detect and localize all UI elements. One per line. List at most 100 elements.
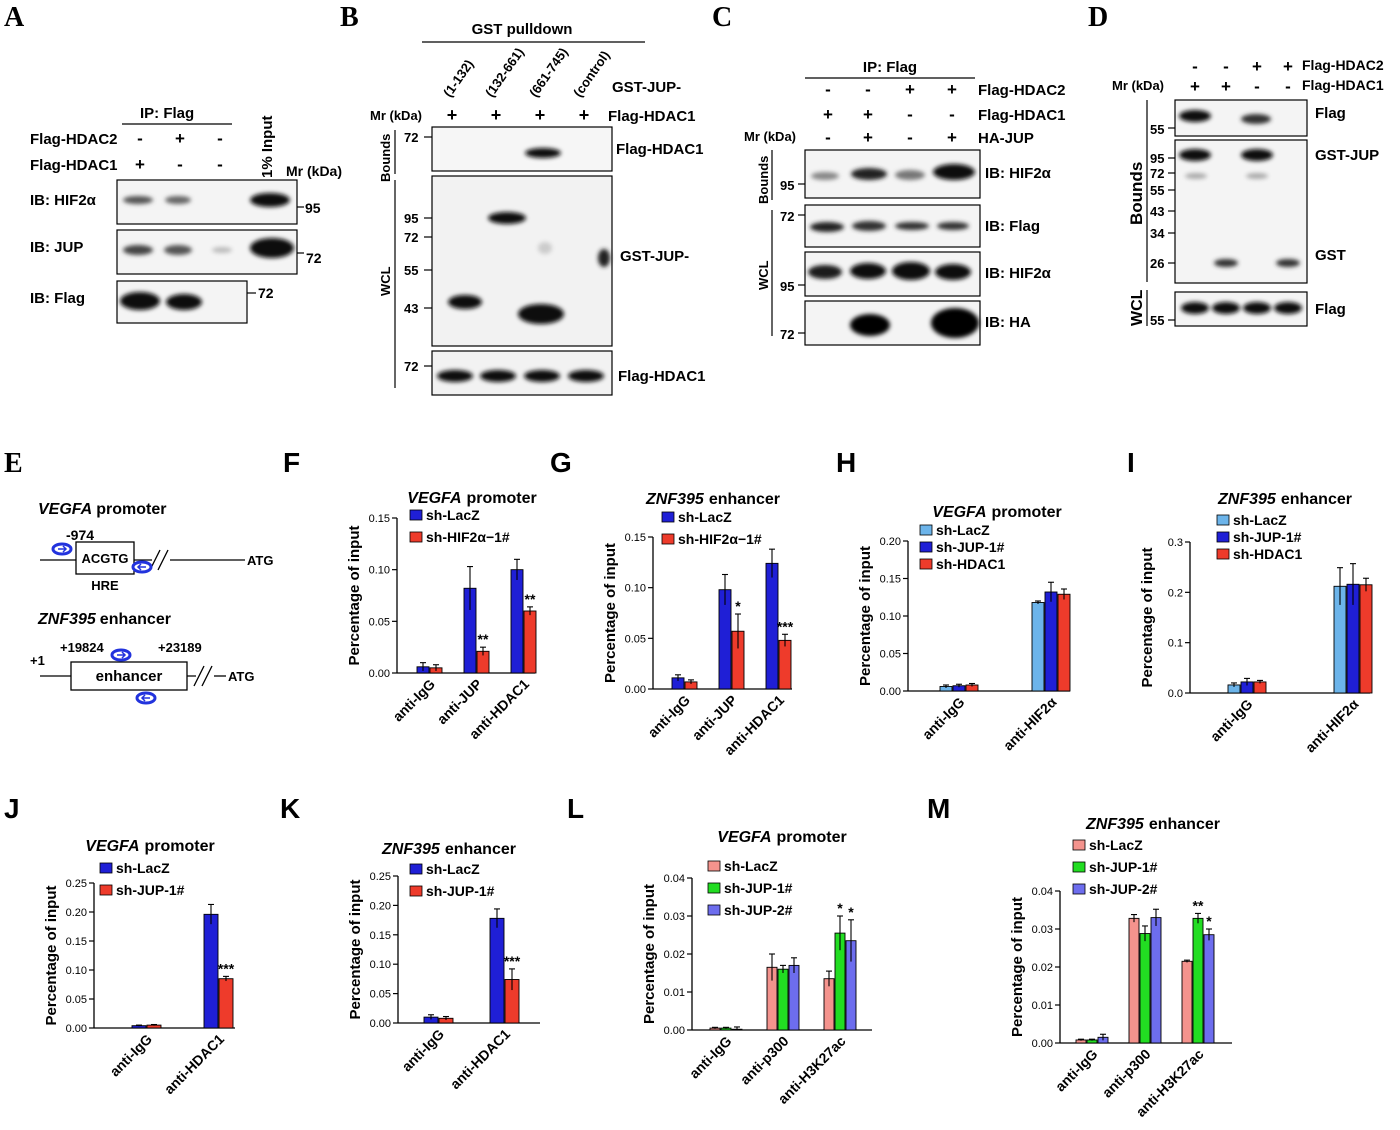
bar [203,913,219,1029]
significance-mark: *** [504,953,521,969]
bar [1203,934,1215,1044]
chart-title-gene: ZNF395 [1217,491,1277,508]
y-tick-label: 0.0 [1168,688,1183,700]
panel-letter-d: D [1088,2,1108,33]
e-pos-23189: +23189 [158,640,202,655]
x-tick-label: anti-p300 [737,1033,792,1088]
bar [1150,917,1162,1044]
y-tick-label: 0.15 [880,574,901,586]
significance-mark: ** [525,591,536,607]
band [164,245,192,255]
legend-label: sh-LacZ [116,860,170,876]
y-axis-label: Percentage of input [602,543,619,683]
legend-label: sh-LacZ [426,861,480,877]
b-blot-bounds [431,126,613,172]
legend-label: sh-HDAC1 [1233,546,1302,562]
band [120,292,160,310]
b-marker: 72 [404,230,418,245]
legend-label: sh-JUP-1# [1233,529,1302,545]
legend-swatch [409,885,423,897]
bar [1181,960,1193,1044]
y-axis-label: Percentage of input [43,885,60,1025]
y-tick-label: 0.05 [369,616,390,628]
chart-title-gene: VEGFA [717,829,771,846]
legend-swatch [919,541,933,553]
significance-mark: *** [218,960,235,976]
d-blot-label: Flag [1315,105,1346,122]
band [811,172,839,180]
y-tick-label: 0.03 [664,911,685,923]
y-tick-label: 0.10 [369,565,390,577]
c-ib-label: IB: HIF2α [985,165,1052,182]
chart-k: K ZNF395 enhancer Percentage of input 0.00 0.… [280,793,540,1092]
c-sign: - [825,80,831,99]
chart-title: VEGFA promoter [717,829,846,846]
y-tick-label: 0.10 [370,959,391,971]
legend-label: sh-LacZ [1233,512,1287,528]
d-sign: - [1192,57,1198,76]
b-sign: + [535,105,546,125]
chart-g: G ZNF395 enhancer Percentage of input 0.00 0.… [550,447,794,758]
band [598,249,610,267]
c-wcl: WCL [756,260,771,290]
band [1214,259,1238,267]
y-axis-label: Percentage of input [641,884,658,1024]
a-row-label: Flag-HDAC1 [30,157,118,174]
legend-label: sh-LacZ [936,522,990,538]
band [1212,302,1240,314]
a-sign: - [137,129,143,148]
x-tick-label: anti-IgG [919,694,968,743]
bar [1031,602,1045,692]
chart-title: ZNF395 enhancer [645,491,780,508]
chart-title-gene: ZNF395 [645,491,705,508]
significance-mark: * [1206,913,1212,929]
bar [778,639,792,690]
c-marker: 95 [780,279,794,294]
b-blot-label: GST-JUP- [620,248,689,265]
chart-title-gene: VEGFA [932,504,986,521]
d-blot-label: Flag [1315,301,1346,318]
bar [1359,584,1373,694]
y-tick-label: 0.05 [66,994,87,1006]
c-sign: - [865,80,871,99]
bar [510,569,524,674]
band [123,245,153,255]
panel-letter-a: A [4,2,25,33]
legend-label: sh-LacZ [426,507,480,523]
band [568,370,604,382]
significance-mark: ** [478,631,489,647]
d-sign: - [1285,77,1291,96]
legend-label: sh-JUP-2# [724,902,793,918]
y-tick-label: 0.01 [664,987,685,999]
y-tick-label: 0.3 [1168,537,1183,549]
band [518,304,564,324]
d-sign: + [1190,77,1200,96]
y-tick-label: 0.00 [369,668,390,680]
c-sign: + [947,128,957,147]
c-bounds: Bounds [756,156,771,204]
d-blot-label: GST [1315,247,1346,264]
e-znf-gene: ZNF395 [37,611,97,628]
band [1241,114,1271,124]
panel-letter: F [283,447,300,478]
c-marker: 72 [780,327,794,342]
a-marker: 72 [306,250,322,266]
c-sign: - [907,105,913,124]
bar [489,917,505,1024]
x-tick-label: anti-IgG [1207,696,1256,745]
panel-letter: M [927,793,950,824]
band [250,193,290,207]
legend-swatch [1216,531,1230,543]
a-sign: + [135,155,145,174]
a-ib-label: IB: HIF2α [30,192,97,209]
significance-mark: * [735,598,741,614]
chart-title-rest: enhancer [1149,816,1220,833]
a-row-label: Flag-HDAC2 [30,131,118,148]
band [935,264,971,280]
e-znf-title: ZNF395 enhancer [37,611,171,628]
chart-title: VEGFA promoter [932,504,1061,521]
b-marker: 43 [404,301,418,316]
band [524,370,560,382]
b-header: GST pulldown [472,21,573,38]
